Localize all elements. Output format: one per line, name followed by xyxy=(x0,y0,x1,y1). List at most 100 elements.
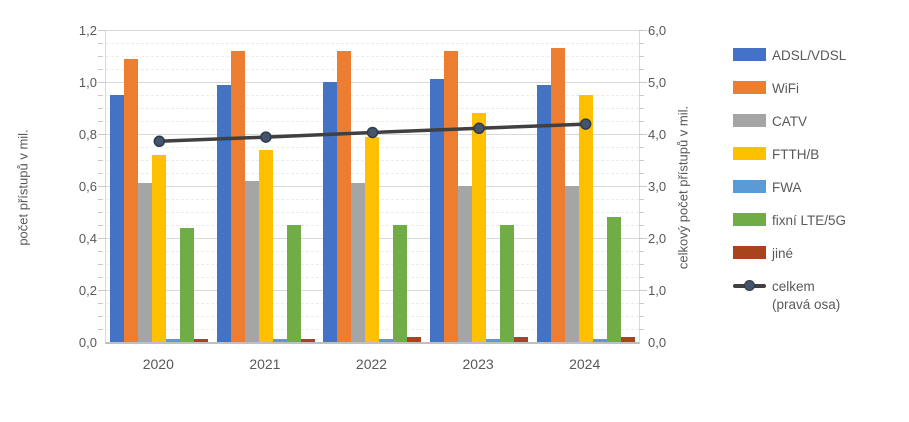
axis-tickmark xyxy=(98,134,106,135)
left-axis-tick-label: 0,2 xyxy=(78,283,97,298)
axis-tickmark xyxy=(639,277,644,278)
axis-tickmark xyxy=(98,69,103,70)
left-axis-tick-labels: 0,0 0,2 0,4 0,6 0,8 1,0 1,2 xyxy=(55,24,97,349)
bar-fwa-2023 xyxy=(486,339,501,342)
right-axis-tick-label: 0,0 xyxy=(648,335,667,350)
bar-adsl-vdsl-2021 xyxy=(216,84,231,342)
bar-wifi-2023 xyxy=(444,50,459,342)
axis-tickmark xyxy=(98,30,106,31)
right-axis-tick-label: 6,0 xyxy=(648,23,667,38)
bar-jin--2023 xyxy=(514,336,529,342)
legend-item-jin-: jiné xyxy=(733,245,846,263)
axis-tickmark xyxy=(98,186,106,187)
right-axis-tick-labels: 0,0 1,0 2,0 3,0 4,0 5,0 6,0 xyxy=(648,24,690,349)
bar-adsl-vdsl-2022 xyxy=(323,82,338,342)
bar-adsl-vdsl-2023 xyxy=(430,79,445,342)
bar-catv-2021 xyxy=(244,180,259,342)
axis-tickmark xyxy=(639,56,644,57)
right-axis-tick-label: 2,0 xyxy=(648,231,667,246)
right-axis-tick-label: 1,0 xyxy=(648,283,667,298)
legend-label: FWA xyxy=(772,180,802,196)
left-axis-tick-label: 0,6 xyxy=(78,179,97,194)
axis-tickmark xyxy=(639,251,644,252)
bar-jin--2022 xyxy=(407,336,422,342)
bar-fixn-lte-5g-2020 xyxy=(180,227,195,342)
axis-tickmark xyxy=(98,43,103,44)
axis-tickmark xyxy=(639,186,647,187)
bar-clusters xyxy=(106,30,639,342)
axis-tickmark xyxy=(98,329,103,330)
legend-line-swatch xyxy=(733,278,766,293)
total-marker-2023 xyxy=(473,122,485,135)
x-axis-label-2023: 2023 xyxy=(462,356,494,372)
bar-wifi-2021 xyxy=(230,50,245,342)
legend-label: jiné xyxy=(772,246,794,262)
axis-tickmark xyxy=(98,56,103,57)
x-axis-labels: 2020 2021 2022 2023 2024 xyxy=(105,356,638,372)
left-axis-tick-label: 1,0 xyxy=(78,75,97,90)
axis-tickmark xyxy=(639,173,644,174)
bar-fwa-2024 xyxy=(592,339,607,342)
axis-tickmark xyxy=(639,303,644,304)
axis-tickmark xyxy=(639,238,647,239)
axis-tickmark xyxy=(639,108,644,109)
minor-gridline xyxy=(106,69,639,70)
axis-tickmark xyxy=(98,160,103,161)
legend-swatch xyxy=(733,147,766,161)
legend-label: CATV xyxy=(772,114,808,130)
axis-tickmark xyxy=(98,199,103,200)
minor-gridline xyxy=(106,43,639,44)
axis-tickmark xyxy=(639,160,644,161)
axis-tickmark xyxy=(639,134,647,135)
minor-gridline xyxy=(106,108,639,109)
legend-swatch xyxy=(733,246,766,260)
left-axis-title: počet přístupů v mil. xyxy=(15,129,31,246)
cluster-2024 xyxy=(532,30,639,342)
legend: ADSL/VDSL WiFi CATV FTTH/B FWA fixní LTE/5G ji… xyxy=(733,47,846,313)
bar-fixn-lte-5g-2023 xyxy=(500,225,515,342)
axis-tickmark xyxy=(639,329,644,330)
x-axis-label-2020: 2020 xyxy=(142,356,174,372)
legend-item-celkem: celkem (pravá osa) xyxy=(733,278,846,313)
left-axis-tick-label: 1,2 xyxy=(78,23,97,38)
total-marker-2022 xyxy=(366,126,379,139)
axis-tickmark xyxy=(639,290,647,291)
bar-wifi-2020 xyxy=(124,58,139,342)
major-gridline xyxy=(106,30,639,31)
axis-tickmark xyxy=(639,43,644,44)
axis-tickmark xyxy=(98,108,103,109)
axis-tickmark xyxy=(98,264,103,265)
axis-tickmark xyxy=(98,82,106,83)
legend-swatch xyxy=(733,114,766,128)
legend-item-fwa: FWA xyxy=(733,179,846,197)
bar-fixn-lte-5g-2021 xyxy=(286,225,301,342)
plot-area xyxy=(98,30,647,344)
bar-jin--2024 xyxy=(620,336,635,342)
total-line-series xyxy=(153,118,592,148)
total-marker-2024 xyxy=(579,118,592,130)
bar-ftth-b-2021 xyxy=(258,149,273,342)
bar-fwa-2020 xyxy=(166,339,181,342)
legend-item-adsl-vdsl: ADSL/VDSL xyxy=(733,47,846,65)
cluster-2020 xyxy=(106,30,213,342)
bar-catv-2024 xyxy=(564,186,579,342)
legend-swatch xyxy=(733,81,766,95)
bar-fixn-lte-5g-2024 xyxy=(606,217,621,342)
left-axis-tick-label: 0,8 xyxy=(78,127,97,142)
right-axis-tick-label: 5,0 xyxy=(648,75,667,90)
axis-tickmark xyxy=(98,290,106,291)
cluster-2023 xyxy=(426,30,533,342)
cluster-2021 xyxy=(213,30,320,342)
x-axis-label-2022: 2022 xyxy=(355,356,388,372)
bar-adsl-vdsl-2020 xyxy=(110,95,125,342)
axis-tickmark xyxy=(98,95,103,96)
bar-catv-2023 xyxy=(458,186,473,342)
bar-fwa-2022 xyxy=(379,339,394,342)
legend-label: WiFi xyxy=(772,81,799,97)
axis-tickmark xyxy=(98,277,103,278)
right-axis-tick-label: 3,0 xyxy=(648,179,667,194)
bar-jin--2021 xyxy=(300,339,315,342)
legend-item-fixn-lte-5g: fixní LTE/5G xyxy=(733,212,846,230)
legend-label: fixní LTE/5G xyxy=(772,213,847,229)
